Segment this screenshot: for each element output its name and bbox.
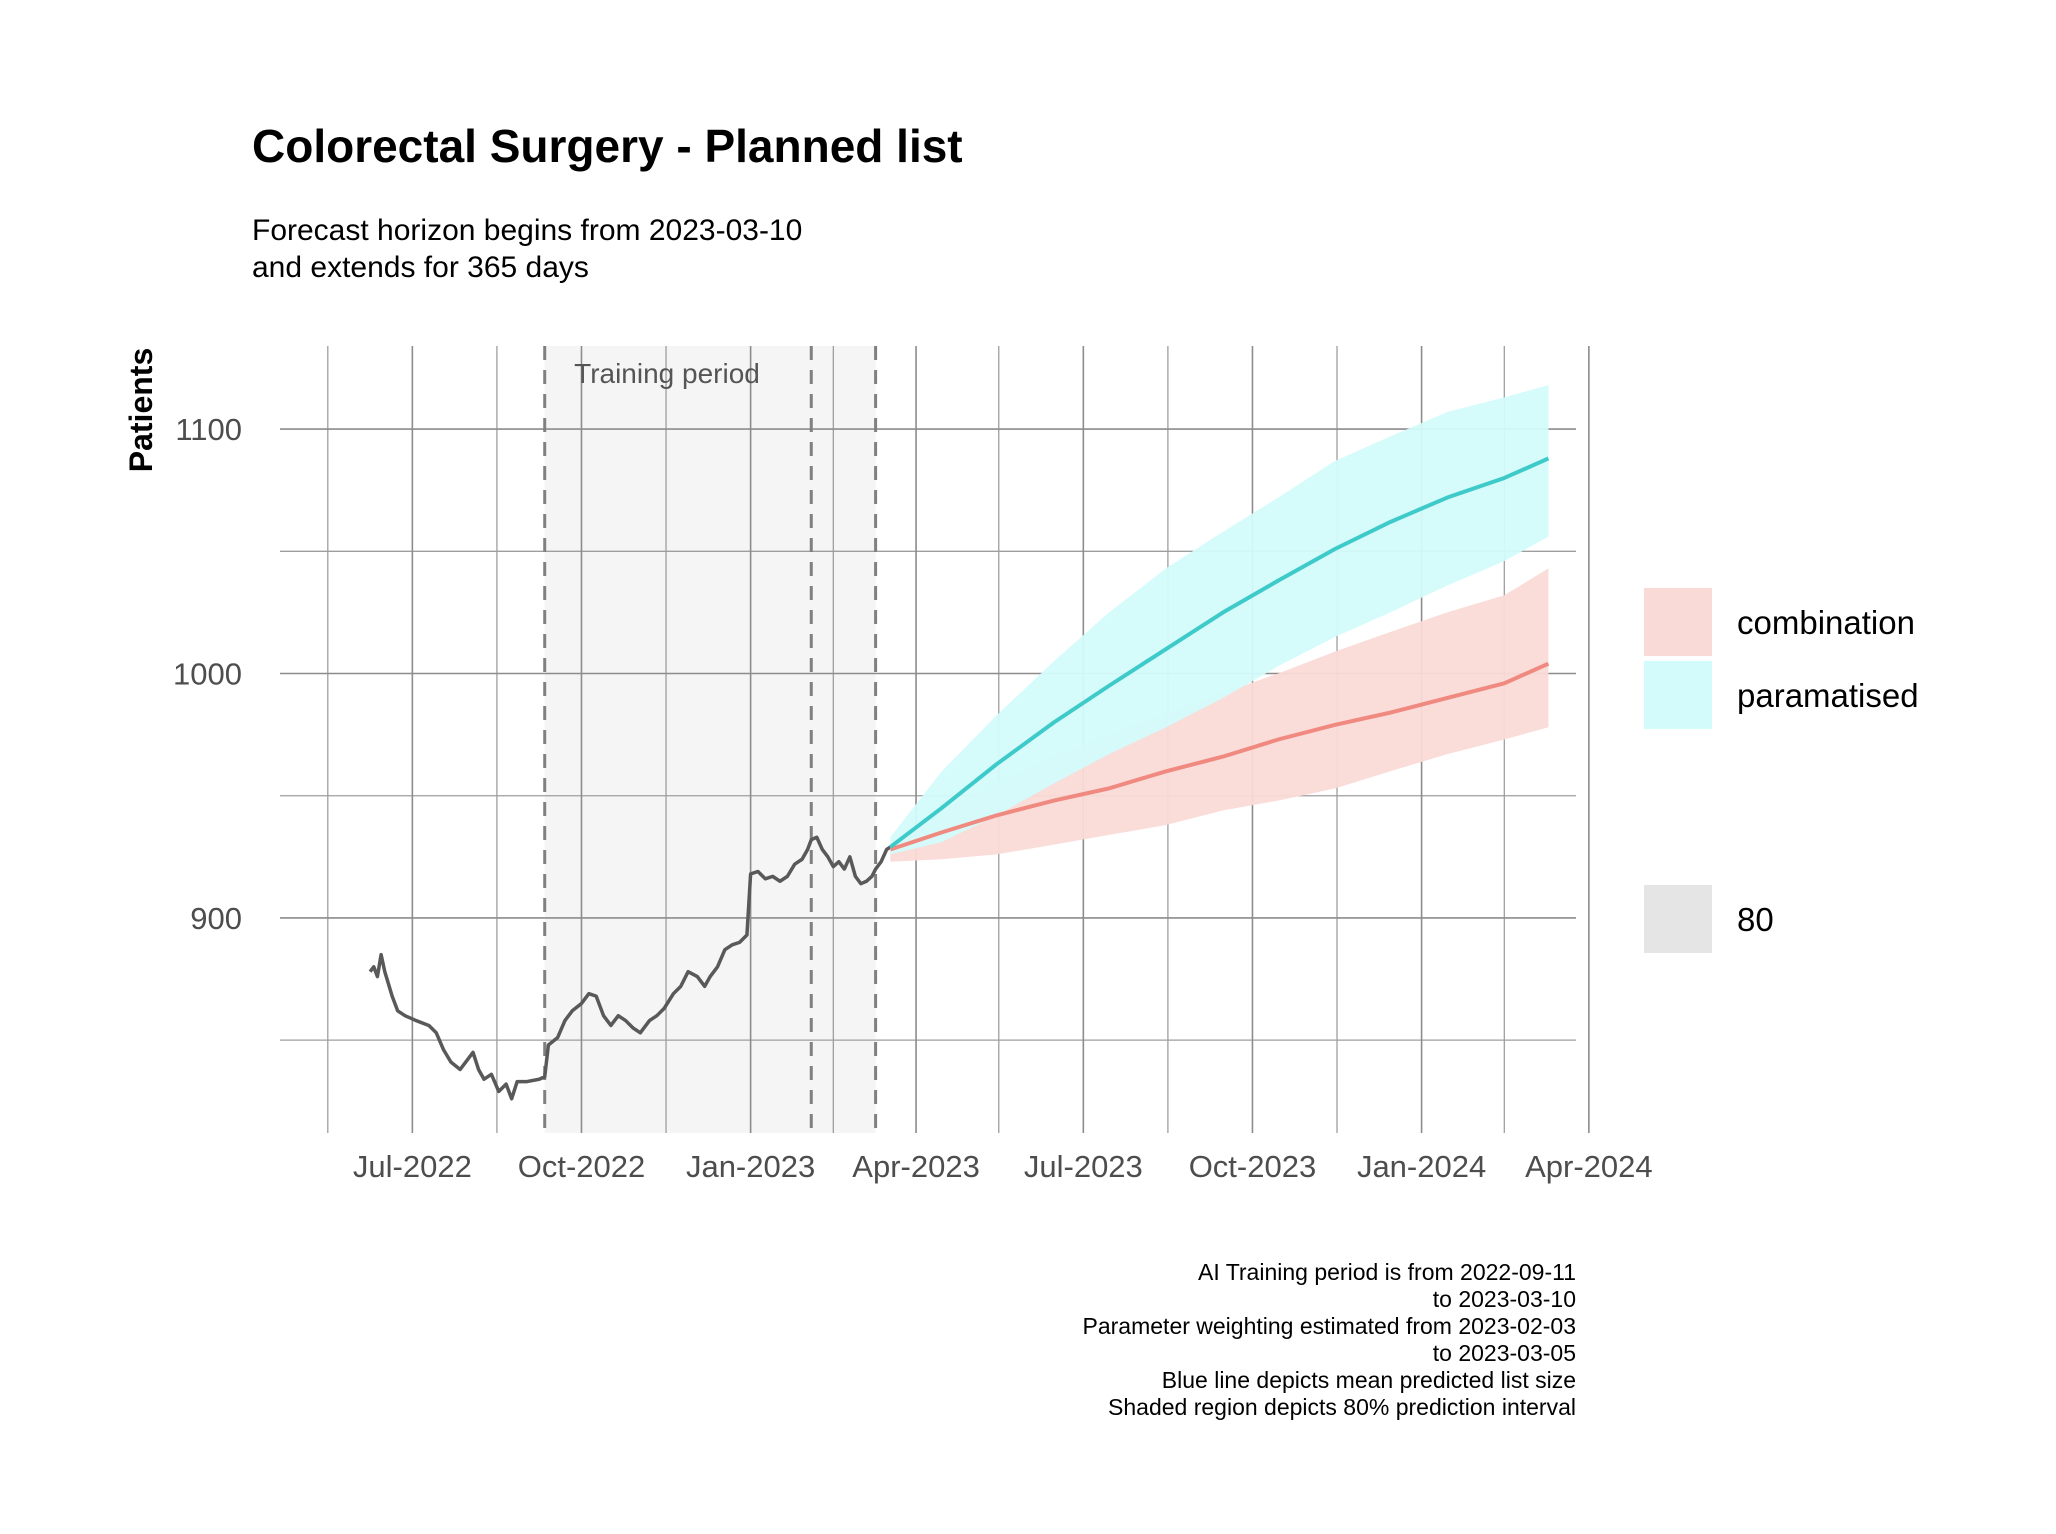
- y-tick-label: 900: [190, 901, 242, 936]
- training-period-shading: [544, 346, 876, 1133]
- y-axis-label: Patients: [123, 348, 159, 472]
- training-period-annotation: Training period: [574, 358, 760, 389]
- legend-label-level: 80: [1737, 901, 1774, 938]
- legend-key-combination: [1644, 588, 1712, 656]
- prediction-band-paramatised: [890, 385, 1549, 855]
- caption-line: AI Training period is from 2022-09-11: [1198, 1259, 1576, 1285]
- legend-key-paramatised: [1644, 661, 1712, 729]
- caption-line: to 2023-03-10: [1433, 1286, 1576, 1312]
- x-tick-label: Jan-2024: [1357, 1149, 1486, 1184]
- x-tick-label: Oct-2023: [1189, 1149, 1317, 1184]
- caption-line: to 2023-03-05: [1433, 1340, 1576, 1366]
- mean-line-paramatised: [889, 456, 1550, 849]
- plot-area: 900 1000 1100 Jul-2022 Oct-2022 Jan-2023 Apr-2…: [173, 346, 1653, 1184]
- x-tick-label: Jul-2023: [1024, 1149, 1143, 1184]
- legend-key-level: [1644, 885, 1712, 953]
- observed-series-line: [368, 835, 892, 1101]
- legend-label-combination: combination: [1737, 604, 1915, 641]
- x-tick-label: Apr-2023: [852, 1149, 980, 1184]
- legend: combination paramatised 80: [1644, 588, 1919, 953]
- chart-title: Colorectal Surgery - Planned list: [252, 120, 963, 172]
- caption-line: Parameter weighting estimated from 2023-…: [1083, 1313, 1576, 1339]
- caption-line: Blue line depicts mean predicted list si…: [1162, 1367, 1576, 1393]
- caption-line: Shaded region depicts 80% prediction int…: [1108, 1394, 1576, 1420]
- x-tick-label: Jul-2022: [353, 1149, 472, 1184]
- mean-line-combination: [889, 661, 1550, 852]
- chart-subtitle-line-1: Forecast horizon begins from 2023-03-10: [252, 214, 802, 247]
- y-tick-label: 1000: [173, 657, 242, 692]
- x-tick-label: Apr-2024: [1525, 1149, 1653, 1184]
- prediction-band-combination: [890, 568, 1549, 862]
- legend-label-paramatised: paramatised: [1737, 677, 1919, 714]
- y-tick-label: 1100: [175, 412, 242, 447]
- caption: AI Training period is from 2022-09-11 to…: [1083, 1259, 1576, 1420]
- x-tick-label: Jan-2023: [686, 1149, 815, 1184]
- x-tick-label: Oct-2022: [518, 1149, 646, 1184]
- chart-subtitle-line-2: and extends for 365 days: [252, 251, 589, 284]
